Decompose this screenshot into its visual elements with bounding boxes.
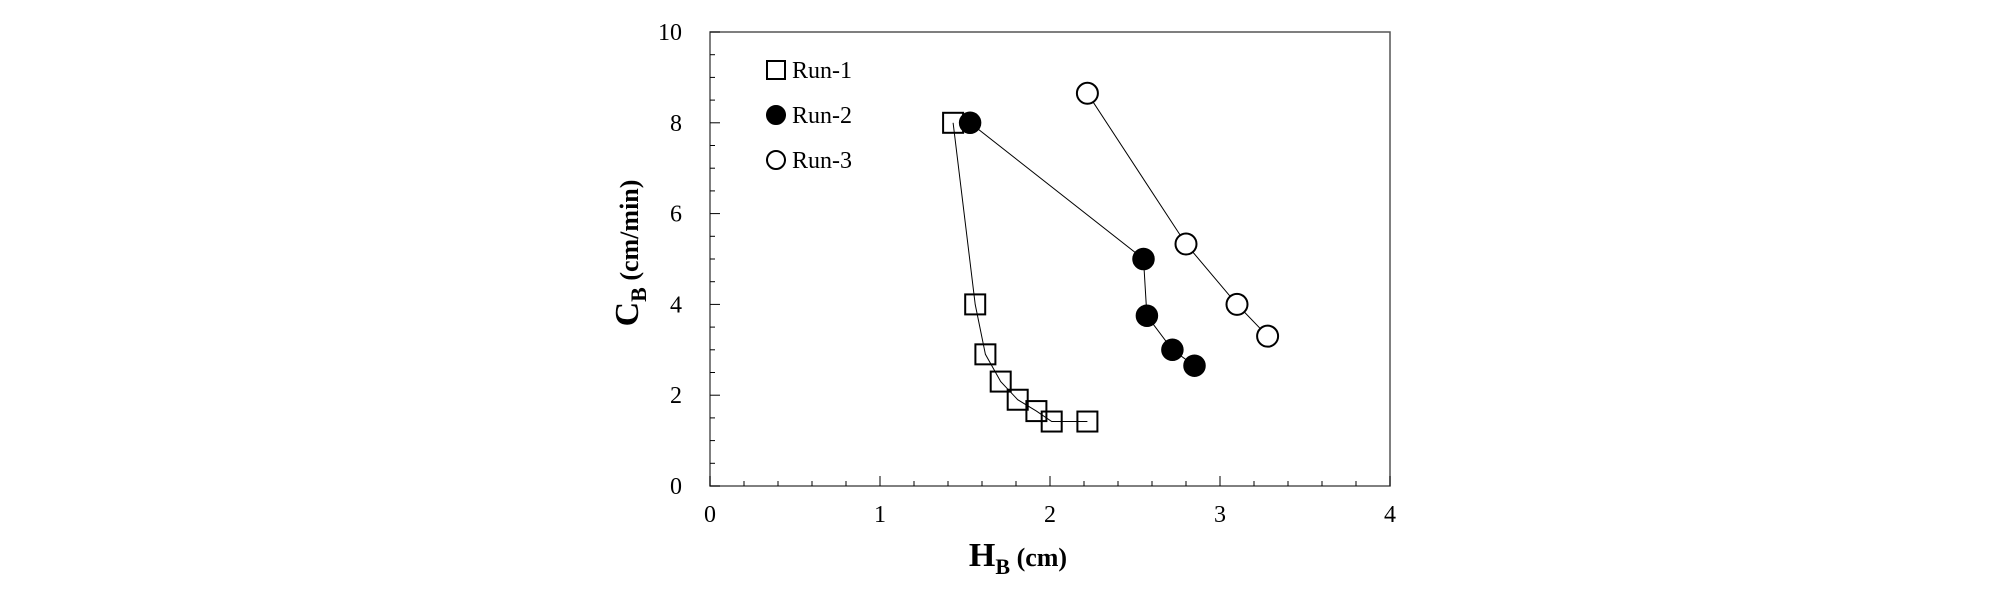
- x-axis-title-main: H: [969, 537, 995, 574]
- data-point-run-3: [1225, 292, 1249, 316]
- x-tick-label: 1: [874, 502, 886, 528]
- series-layer: [942, 81, 1280, 433]
- data-point-run-3: [1256, 324, 1280, 348]
- data-point-run-1: [1076, 410, 1099, 433]
- y-tick-label: 2: [670, 383, 682, 409]
- data-point-run-1: [974, 343, 997, 366]
- x-tick-label: 3: [1214, 502, 1226, 528]
- series-run-1: [942, 111, 1099, 433]
- data-point-run-2: [1161, 338, 1184, 362]
- data-point-run-3: [1174, 232, 1198, 256]
- series-line-run-1: [952, 122, 1088, 422]
- x-tick-label: 4: [1384, 502, 1396, 528]
- x-axis-title-sub: B: [995, 554, 1010, 579]
- data-point-run-2: [958, 111, 982, 135]
- legend-item-run-1: Run-1: [766, 58, 852, 84]
- legend-item-run-3: Run-3: [766, 148, 852, 174]
- y-tick-label: 8: [670, 111, 682, 137]
- y-tick-label: 0: [670, 474, 682, 500]
- legend-marker-run-1: [766, 60, 786, 80]
- y-tick-label: 4: [670, 292, 682, 318]
- legend-label-run-3: Run-3: [792, 148, 852, 174]
- legend-marker-run-2: [766, 105, 786, 125]
- data-point-run-2: [1183, 354, 1206, 377]
- tick-labels: 0 1 2 3 4 0 2 4 6 8 10: [658, 20, 1396, 528]
- y-tick-label: 10: [658, 20, 682, 46]
- series-run-3: [1075, 81, 1280, 348]
- data-point-run-1: [1040, 410, 1063, 433]
- x-tick-label: 0: [704, 502, 716, 528]
- legend: Run-1 Run-2 Run-3: [766, 58, 852, 174]
- y-axis-title-unit: (cm/min): [615, 180, 644, 288]
- axis-ticks: [709, 31, 1391, 487]
- data-point-run-1: [1006, 388, 1029, 411]
- data-point-run-2: [1132, 247, 1155, 271]
- data-point-run-3: [1075, 81, 1099, 105]
- x-axis-title-unit: (cm): [1010, 543, 1067, 572]
- series-run-2: [958, 111, 1206, 377]
- data-point-run-1: [989, 370, 1012, 393]
- y-axis-title: CB (cm/min): [609, 180, 651, 327]
- y-axis-title-sub: B: [626, 287, 651, 302]
- legend-label-run-2: Run-2: [792, 103, 852, 129]
- x-tick-label: 2: [1044, 502, 1056, 528]
- legend-label-run-1: Run-1: [792, 58, 852, 84]
- legend-item-run-2: Run-2: [766, 103, 852, 129]
- data-point-run-1: [964, 293, 987, 316]
- y-axis-title-main: C: [609, 302, 646, 327]
- series-line-run-3: [1086, 93, 1268, 337]
- x-axis-title: HB (cm): [969, 537, 1067, 579]
- data-point-run-2: [1135, 304, 1159, 327]
- series-line-run-2: [969, 122, 1195, 367]
- legend-marker-run-3: [766, 150, 786, 170]
- y-tick-label: 6: [670, 202, 682, 228]
